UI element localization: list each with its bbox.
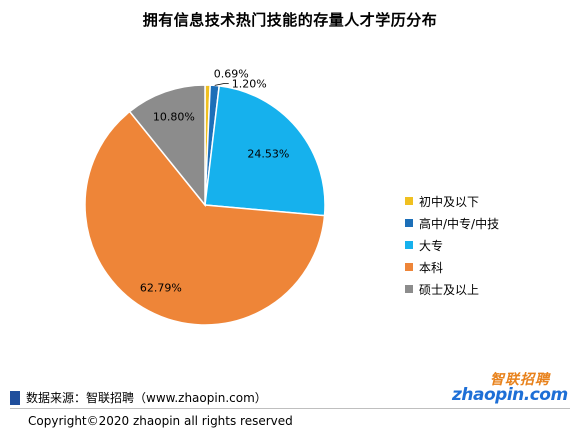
legend-label: 硕士及以上 (419, 282, 480, 297)
slice-label-4: 62.79% (140, 282, 182, 295)
chart-title: 拥有信息技术热门技能的存量人才学历分布 (142, 11, 438, 29)
slice-label-2: 1.20% (232, 77, 267, 90)
legend-swatch (405, 197, 413, 205)
legend-label: 初中及以下 (419, 194, 480, 209)
legend-item: 大专 (405, 234, 499, 256)
legend-label: 大专 (419, 238, 444, 253)
slice-label-5: 10.80% (153, 111, 195, 124)
pie-slice-3 (204, 85, 326, 217)
pie-slice-5 (128, 84, 206, 208)
legend-item: 高中/中专/中技 (405, 212, 499, 234)
logo-text-en: zhaopin.com (452, 385, 568, 405)
legend-swatch (405, 241, 413, 249)
data-source: 数据来源：智联招聘（www.zhaopin.com） (10, 389, 267, 406)
legend-swatch (405, 285, 413, 293)
legend-label: 高中/中专/中技 (419, 216, 500, 231)
copyright-text: Copyright©2020 zhaopin all rights reserv… (28, 414, 293, 428)
zhaopin-logo: 智联招聘 zhaopin.com (452, 368, 568, 408)
copyright-bar: Copyright©2020 zhaopin all rights reserv… (0, 408, 580, 445)
legend: 初中及以下高中/中专/中技 大专本科硕士及以上 (405, 190, 499, 300)
slice-label-3: 24.53% (247, 148, 289, 161)
source-marker-icon (10, 390, 20, 405)
slice-label-1: 0.69% (214, 67, 249, 80)
leader-line (214, 82, 229, 86)
legend-item: 本科 (405, 256, 499, 278)
legend-swatch (405, 219, 413, 227)
legend-swatch (405, 263, 413, 271)
logo-text-cn: 智联招聘 (490, 372, 550, 388)
legend-label: 本科 (419, 260, 444, 275)
legend-item: 硕士及以上 (405, 278, 499, 300)
source-text: 数据来源：智联招聘（www.zhaopin.com） (26, 391, 267, 405)
legend-item: 初中及以下 (405, 190, 499, 212)
pie-slice-4 (84, 110, 326, 326)
divider (10, 408, 570, 409)
